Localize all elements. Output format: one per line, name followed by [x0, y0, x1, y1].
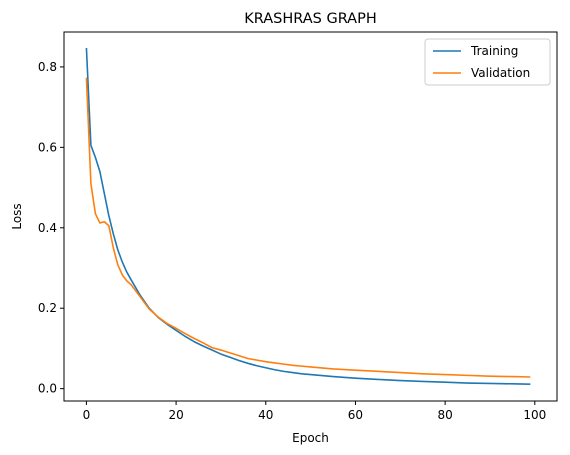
legend: Training Validation — [424, 38, 551, 86]
series-line-validation — [85, 77, 531, 378]
x-tick-label: 80 — [437, 408, 452, 422]
x-tick-label: 60 — [348, 408, 363, 422]
plot-frame — [63, 31, 558, 402]
y-tick-label: 0.2 — [38, 301, 57, 315]
chart-title: KRASHRAS GRAPH — [244, 11, 377, 27]
series-line-training — [85, 47, 531, 386]
x-tick-label: 100 — [523, 408, 546, 422]
legend-label-validation: Validation — [471, 66, 530, 80]
x-tick-label: 0 — [83, 408, 91, 422]
y-tick-label: 0.0 — [38, 382, 57, 396]
y-tick-label: 0.6 — [38, 140, 57, 154]
y-tick-label: 0.4 — [38, 221, 57, 235]
plot-area — [63, 31, 558, 402]
x-axis-ticks: 0 20 40 60 80 100 — [83, 401, 546, 422]
x-tick-label: 40 — [258, 408, 273, 422]
y-axis-label: Loss — [10, 203, 24, 229]
x-tick-label: 20 — [168, 408, 183, 422]
legend-label-training: Training — [470, 44, 518, 58]
y-axis-ticks: 0.0 0.2 0.4 0.6 0.8 — [38, 60, 64, 396]
x-axis-label: Epoch — [292, 431, 329, 445]
y-tick-label: 0.8 — [38, 60, 57, 74]
